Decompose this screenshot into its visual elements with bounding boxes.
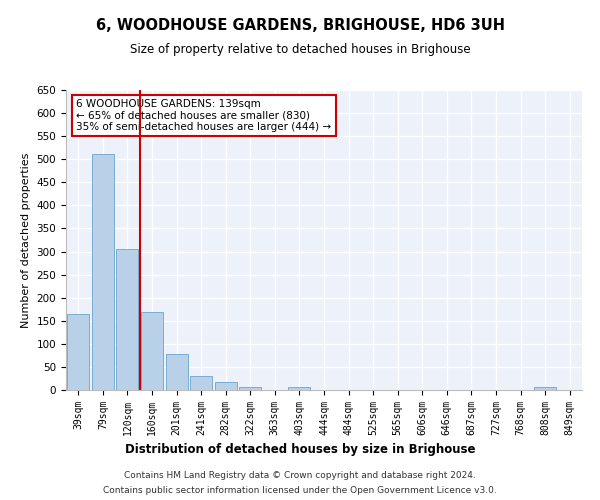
Bar (141, 312, 163, 390)
Text: Distribution of detached houses by size in Brighouse: Distribution of detached houses by size … (125, 442, 475, 456)
Text: 6, WOODHOUSE GARDENS, BRIGHOUSE, HD6 3UH: 6, WOODHOUSE GARDENS, BRIGHOUSE, HD6 3UH (95, 18, 505, 32)
Bar (239, 387, 262, 390)
Bar (92, 154, 114, 390)
Y-axis label: Number of detached properties: Number of detached properties (21, 152, 31, 328)
Text: Size of property relative to detached houses in Brighouse: Size of property relative to detached ho… (130, 42, 470, 56)
Bar (215, 382, 237, 390)
Bar (67, 314, 89, 390)
Text: Contains HM Land Registry data © Crown copyright and database right 2024.: Contains HM Land Registry data © Crown c… (124, 471, 476, 480)
Bar (289, 387, 310, 390)
Bar (116, 249, 139, 390)
Bar (190, 376, 212, 390)
Text: Contains public sector information licensed under the Open Government Licence v3: Contains public sector information licen… (103, 486, 497, 495)
Bar (534, 387, 556, 390)
Text: 6 WOODHOUSE GARDENS: 139sqm
← 65% of detached houses are smaller (830)
35% of se: 6 WOODHOUSE GARDENS: 139sqm ← 65% of det… (76, 99, 331, 132)
Bar (166, 354, 188, 390)
